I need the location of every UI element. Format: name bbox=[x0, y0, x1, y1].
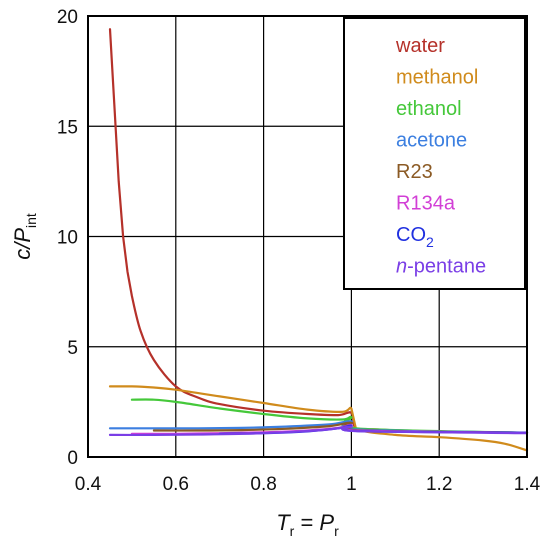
series-line-n-pentane bbox=[108, 425, 529, 437]
legend-label-n-pentane: n-pentane bbox=[396, 256, 486, 278]
y-axis-label: c/Pint bbox=[10, 213, 39, 260]
plot-frame bbox=[87, 15, 528, 458]
y-tick-labels: 0 5 10 15 20 bbox=[57, 7, 78, 469]
y-tick-label: 15 bbox=[57, 117, 78, 138]
y-tick-label: 0 bbox=[67, 448, 78, 469]
legend-label-acetone: acetone bbox=[396, 130, 467, 152]
legend: water methanol ethanol acetone R23 R134a CO2 n-… bbox=[343, 17, 526, 290]
x-axis-label: Tr = Pr bbox=[276, 510, 339, 539]
legend-box bbox=[343, 17, 526, 290]
legend-label-r23: R23 bbox=[396, 161, 433, 183]
x-tick-label: 0.4 bbox=[75, 474, 102, 495]
series-layer bbox=[108, 28, 529, 452]
x-tick-label: 0.8 bbox=[250, 474, 276, 495]
x-tick-label: 1.2 bbox=[426, 474, 452, 495]
x-tick-label: 0.6 bbox=[163, 474, 189, 495]
y-tick-label: 5 bbox=[67, 338, 78, 359]
legend-label-r134a: R134a bbox=[396, 193, 456, 215]
y-tick-label: 10 bbox=[57, 228, 78, 249]
series-line-methanol bbox=[108, 385, 529, 452]
legend-label-co2: CO2 bbox=[396, 224, 434, 250]
x-tick-label: 1 bbox=[346, 474, 357, 495]
y-tick-label: 20 bbox=[57, 7, 78, 28]
legend-label-ethanol: ethanol bbox=[396, 98, 462, 120]
legend-label-methanol: methanol bbox=[396, 67, 478, 89]
x-tick-labels: 0.4 0.6 0.8 1 1.2 1.4 bbox=[75, 474, 541, 495]
legend-label-water: water bbox=[395, 35, 445, 57]
x-tick-label: 1.4 bbox=[514, 474, 541, 495]
